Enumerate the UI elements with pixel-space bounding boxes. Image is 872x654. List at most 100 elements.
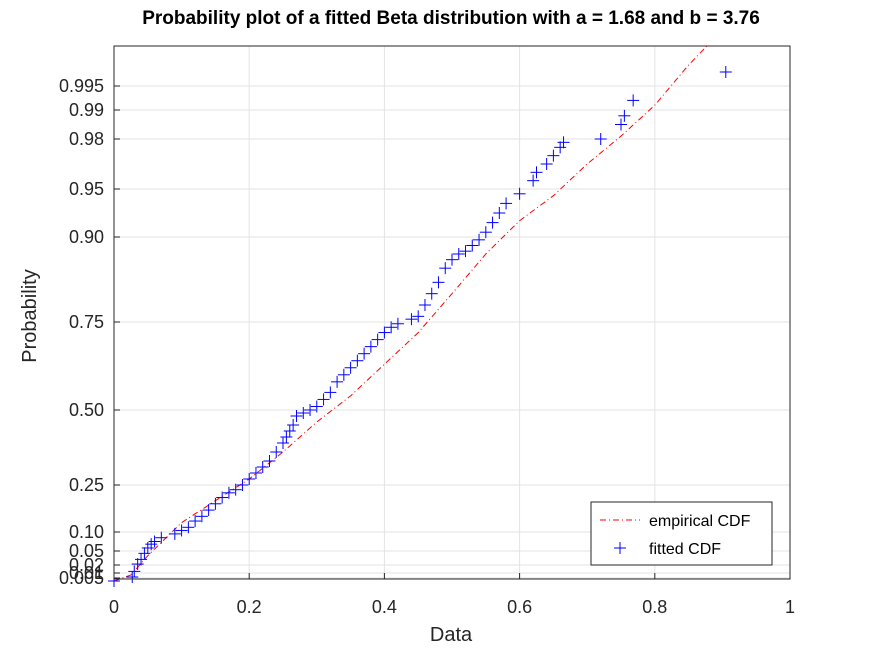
fitted-cdf-point <box>513 187 526 200</box>
y-tick-label: 0.99 <box>69 100 104 120</box>
fitted-cdf-point <box>155 531 168 544</box>
x-tick-label: 1 <box>785 597 795 617</box>
fitted-cdf-point <box>310 400 323 413</box>
y-tick-label: 0.75 <box>69 312 104 332</box>
fitted-cdf-point <box>297 407 310 419</box>
y-tick-label: 0.02 <box>69 555 104 575</box>
fitted-cdf-point <box>432 276 445 289</box>
legend-empirical-label: empirical CDF <box>649 513 751 530</box>
fitted-cdf-point <box>618 109 631 122</box>
fitted-cdf-point <box>168 527 181 540</box>
fitted-cdf-point <box>263 455 276 467</box>
fitted-cdf-point <box>236 479 249 491</box>
fitted-cdf-point <box>145 538 158 551</box>
fitted-cdf-point <box>418 299 431 311</box>
fitted-cdf-point <box>182 521 195 534</box>
fitted-cdf-point <box>500 197 513 210</box>
fitted-cdf-point <box>189 515 202 528</box>
fitted-cdf-series <box>108 66 732 587</box>
legend-box <box>590 501 773 566</box>
fitted-cdf-point <box>148 535 161 548</box>
fitted-cdf-point <box>304 404 317 416</box>
fitted-cdf-point <box>486 216 499 229</box>
fitted-cdf-point <box>378 326 391 339</box>
fitted-cdf-point <box>459 245 472 258</box>
fitted-cdf-point <box>540 158 553 170</box>
fitted-cdf-point <box>371 333 384 346</box>
fitted-cdf-point <box>280 431 293 443</box>
fitted-cdf-point <box>391 317 404 330</box>
legend: empirical CDF fitted CDF <box>590 501 773 566</box>
y-axis-label: Probability <box>19 269 41 362</box>
fitted-cdf-point <box>324 386 337 399</box>
y-tick-label: 0.50 <box>69 400 104 420</box>
fitted-cdf-point <box>719 66 732 78</box>
fitted-cdf-point <box>216 491 229 504</box>
fitted-cdf-point <box>493 207 506 219</box>
fitted-cdf-point <box>256 461 269 473</box>
y-tick-label: 0.95 <box>69 179 104 199</box>
fitted-cdf-point <box>615 118 627 131</box>
fitted-cdf-point <box>331 375 344 388</box>
y-tick-label: 0.05 <box>69 541 104 561</box>
fitted-cdf-point <box>547 149 560 162</box>
fitted-cdf-point <box>358 347 371 360</box>
fitted-cdf-point <box>364 340 377 353</box>
fitted-cdf-point <box>385 321 398 334</box>
x-tick-label: 0 <box>109 597 119 617</box>
fitted-cdf-point <box>473 233 486 246</box>
y-tick-label: 0.90 <box>69 227 104 247</box>
fitted-cdf-point <box>131 558 144 571</box>
fitted-cdf-point <box>439 262 452 275</box>
fitted-cdf-point <box>627 94 640 107</box>
y-tick-label: 0.01 <box>69 563 104 583</box>
fitted-cdf-point <box>195 510 208 523</box>
legend-fitted-swatch <box>614 542 626 554</box>
fitted-cdf-point <box>243 473 256 485</box>
x-tick-label: 0.8 <box>642 597 667 617</box>
fitted-cdf-point <box>175 524 188 537</box>
fitted-cdf-point <box>283 425 296 437</box>
fitted-cdf-point <box>351 354 364 367</box>
y-tick-label: 0.10 <box>69 522 104 542</box>
fitted-cdf-point <box>405 313 418 326</box>
chart-title: Probability plot of a fitted Beta distri… <box>142 8 760 29</box>
fitted-cdf-point <box>249 467 262 479</box>
fitted-cdf-point <box>425 287 438 300</box>
fitted-cdf-point <box>452 248 465 260</box>
fitted-cdf-point <box>209 497 222 510</box>
fitted-cdf-point <box>412 310 425 323</box>
fitted-cdf-point <box>138 547 151 560</box>
y-tick-label: 0.98 <box>69 129 104 149</box>
fitted-cdf-point <box>290 410 303 422</box>
x-tick-label: 0.2 <box>237 597 262 617</box>
fitted-cdf-point <box>287 419 300 431</box>
plot-area <box>114 46 790 579</box>
fitted-cdf-point <box>135 553 148 566</box>
fitted-cdf-point <box>337 368 350 381</box>
fitted-cdf-point <box>466 239 479 252</box>
fitted-cdf-point <box>557 136 570 149</box>
legend-fitted-label: fitted CDF <box>649 541 721 558</box>
fitted-cdf-point <box>344 361 357 374</box>
fitted-cdf-point <box>202 504 215 517</box>
fitted-cdf-point <box>229 483 242 496</box>
fitted-cdf-point <box>479 226 492 239</box>
fitted-cdf-point <box>530 166 543 179</box>
y-tick-label: 0.005 <box>59 568 104 588</box>
x-axis-ticks: 0 0.2 0.4 0.6 0.8 1 <box>109 573 795 617</box>
fitted-cdf-point <box>446 253 458 266</box>
x-tick-label: 0.4 <box>372 597 397 617</box>
y-tick-label: 0.25 <box>69 475 104 495</box>
x-tick-label: 0.6 <box>507 597 532 617</box>
fitted-cdf-point <box>594 133 607 145</box>
fitted-cdf-point <box>317 393 330 406</box>
fitted-cdf-point <box>222 486 235 499</box>
y-tick-label: 0.995 <box>59 76 104 96</box>
fitted-cdf-point <box>126 571 139 583</box>
fitted-cdf-point <box>554 141 567 154</box>
fitted-cdf-point <box>270 446 283 458</box>
plot-frame <box>113 45 791 580</box>
